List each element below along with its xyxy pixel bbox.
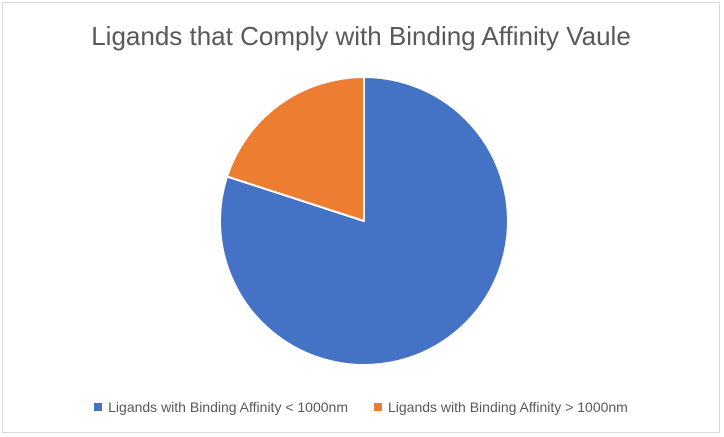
legend-swatch-above-1000nm [374,403,382,411]
pie-slice-above-1000nm [226,76,365,222]
chart-title: Ligands that Comply with Binding Affinit… [91,21,631,51]
legend-label-below-1000nm: Ligands with Binding Affinity < 1000nm [108,399,348,415]
chart-frame: Ligands that Comply with Binding Affinit… [2,2,720,433]
legend-item-below-1000nm: Ligands with Binding Affinity < 1000nm [94,399,348,415]
legend-swatch-below-1000nm [94,403,103,411]
legend: Ligands with Binding Affinity < 1000nm L… [3,399,719,415]
legend-item-above-1000nm: Ligands with Binding Affinity > 1000nm [374,399,628,415]
pie-chart [219,76,509,366]
legend-label-above-1000nm: Ligands with Binding Affinity > 1000nm [388,399,628,415]
